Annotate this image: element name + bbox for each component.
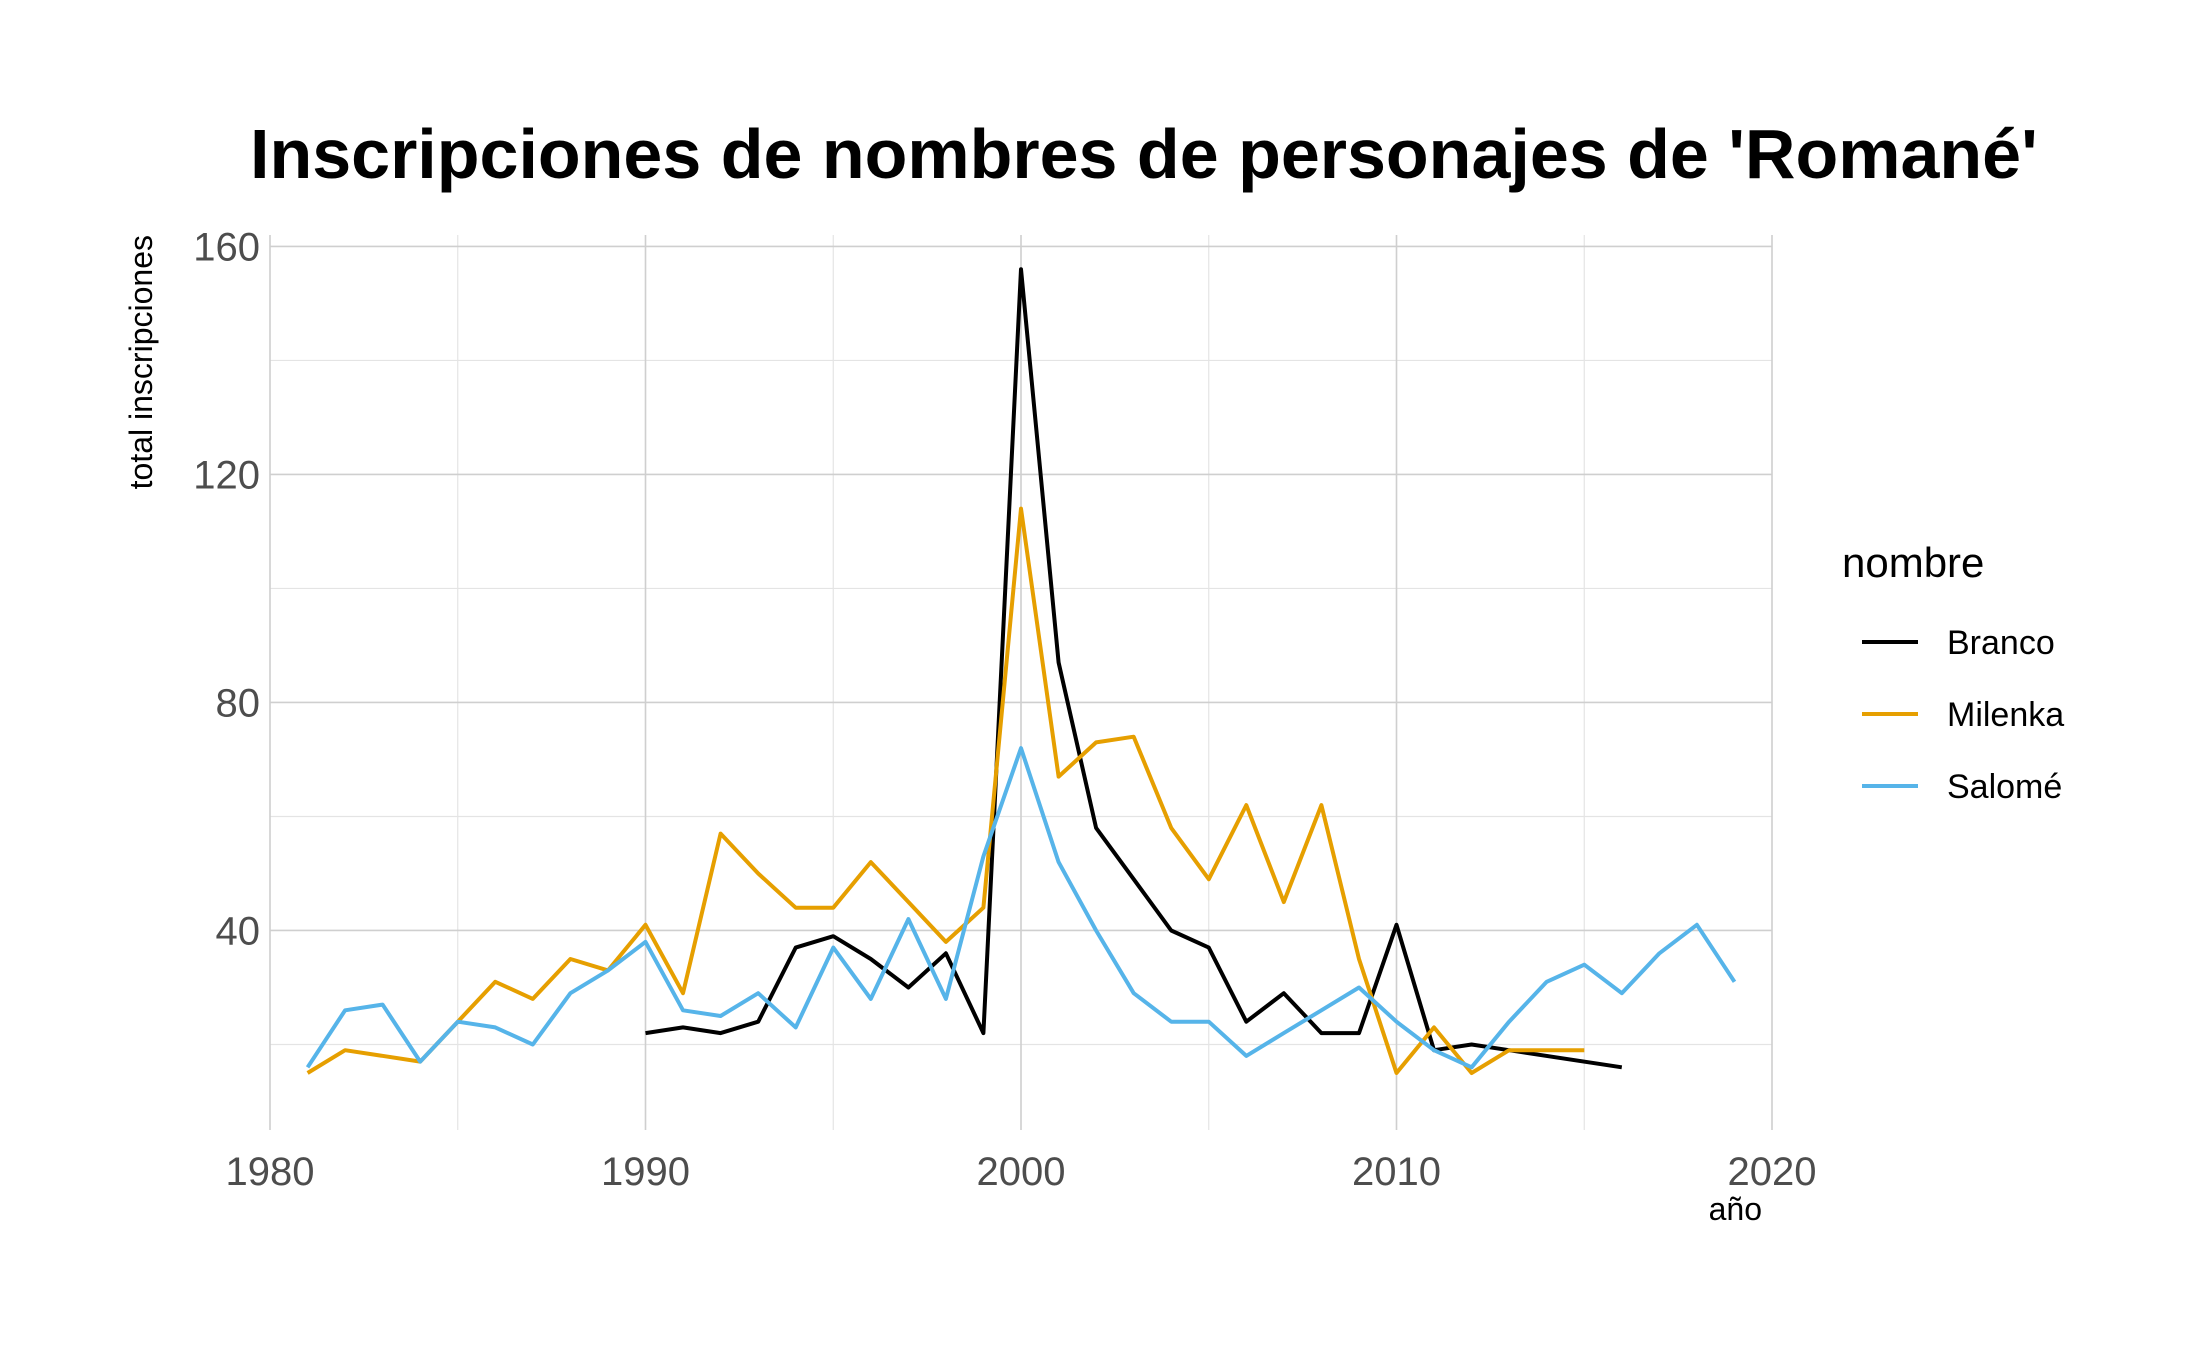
y-axis-tick-labels: 40 80 120 160 [193,225,260,953]
legend-label: Milenka [1947,696,2064,734]
x-tick-label: 2010 [1352,1150,1441,1194]
x-axis-tick-labels: 1980 1990 2000 2010 2020 [226,1150,1817,1194]
x-tick-label: 2020 [1728,1150,1817,1194]
series-line-branco [645,267,1623,1070]
grid [269,235,1773,1130]
chart-title: Inscripciones de nombres de personajes d… [250,115,2038,193]
series-lines [305,267,1737,1075]
y-tick-label: 40 [216,909,261,953]
y-axis-title: total inscripciones [123,235,159,489]
y-tick-label: 160 [193,225,260,269]
legend-title: nombre [1842,539,1984,586]
series-line-milenka [306,506,1585,1075]
x-tick-label: 1990 [601,1150,690,1194]
y-tick-label: 120 [193,453,260,497]
y-tick-label: 80 [216,681,261,725]
x-axis-title: año [1709,1191,1762,1227]
x-tick-label: 1980 [226,1150,315,1194]
legend-label: Salomé [1947,768,2062,806]
series-line-salome [305,746,1737,1070]
legend-label: Branco [1947,624,2055,662]
x-tick-label: 2000 [977,1150,1066,1194]
legend: nombre Branco Milenka Salomé [1842,539,2064,806]
